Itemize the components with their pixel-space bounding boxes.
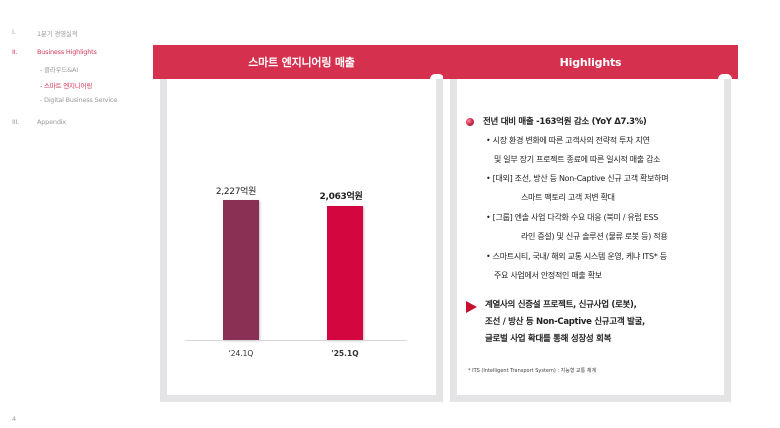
nav-item-label: Business Highlights	[37, 48, 97, 56]
highlight-bullet-line: • [대외] 조선, 방산 등 Non-Captive 신규 고객 확보하며	[486, 174, 669, 183]
nav-item-label: 1분기 경영실적	[37, 30, 78, 38]
nav-item-number: III.	[12, 118, 20, 126]
arrow-triangle-icon	[466, 301, 477, 313]
highlight-bullet-line: • [그룹] 엔솔 사업 다각화 수요 대응 (북미 / 유럽 ESS	[486, 213, 659, 222]
bar-value-label-2025: 2,063억원	[319, 192, 363, 202]
header-notch	[718, 74, 732, 79]
card-title: Highlights	[559, 55, 622, 69]
conclusion-line: 조선 / 방산 등 Non-Captive 신규고객 발굴,	[485, 317, 645, 327]
highlight-bullet-line: 및 일부 장기 프로젝트 종료에 따른 일시적 매출 감소	[494, 155, 661, 164]
bar-2025-q1	[327, 206, 363, 340]
footnote: * ITS (Intelligent Transport System) : 지…	[468, 368, 597, 374]
revenue-chart-card: 2,227억원 2,063억원 '24.1Q '25.1Q 스마트 엔지니어링 …	[153, 45, 450, 402]
highlight-bullet-line: 스마트 팩토리 고객 저변 확대	[521, 193, 615, 202]
card-body: 2,227억원 2,063억원 '24.1Q '25.1Q	[167, 45, 436, 395]
conclusion-line: 글로벌 사업 확대를 통해 성장성 회복	[485, 334, 612, 344]
highlight-bullet-line: • 시장 환경 변화에 따른 고객사의 전략적 투자 지연	[486, 136, 650, 145]
card-body: 전년 대비 매출 -163억원 감소 (YoY Δ7.3%) • 시장 환경 변…	[457, 45, 724, 395]
highlight-headline: 전년 대비 매출 -163억원 감소 (YoY Δ7.3%)	[483, 117, 647, 127]
conclusion-text: 계열사의 신증설 프로젝트, 신규사업 (로봇), 조선 / 방산 등 Non-…	[485, 297, 645, 348]
header-notch	[430, 74, 444, 79]
nav-item-label: - Digital Business Service	[40, 96, 118, 104]
x-axis-baseline	[185, 340, 407, 341]
card-header: 스마트 엔지니어링 매출	[153, 45, 450, 79]
x-tick-label-2024: '24.1Q	[228, 349, 254, 358]
bar-chart: 2,227억원 2,063억원 '24.1Q '25.1Q	[167, 45, 436, 395]
nav-item-label: - 스마트 엔지니어링	[40, 82, 93, 90]
page-number: 4	[12, 415, 17, 423]
highlight-bullet-line: • 스마트시티, 국내/ 해외 교통 시스템 운영, 케냐 ITS* 등	[486, 252, 667, 261]
card-header: Highlights	[443, 45, 738, 79]
bullet-ball-icon	[466, 118, 474, 126]
nav-item-number: II.	[12, 48, 18, 56]
nav-item-label: - 클라우드&AI	[40, 66, 78, 74]
card-title: 스마트 엔지니어링 매출	[248, 56, 355, 69]
bar-2024-q1	[223, 200, 259, 340]
x-tick-label-2025: '25.1Q	[331, 349, 359, 358]
conclusion-line: 계열사의 신증설 프로젝트, 신규사업 (로봇),	[485, 300, 637, 310]
highlights-card: 전년 대비 매출 -163억원 감소 (YoY Δ7.3%) • 시장 환경 변…	[443, 45, 738, 402]
nav-item-number: I.	[12, 28, 16, 36]
bar-value-label-2024: 2,227억원	[215, 187, 257, 197]
highlight-bullet-line: 라인 증설) 및 신규 솔루션 (물류 로봇 등) 적용	[521, 232, 668, 241]
nav-item-label: Appendix	[37, 118, 66, 126]
highlight-bullet-line: 주요 사업에서 안정적인 매출 확보	[494, 271, 602, 280]
